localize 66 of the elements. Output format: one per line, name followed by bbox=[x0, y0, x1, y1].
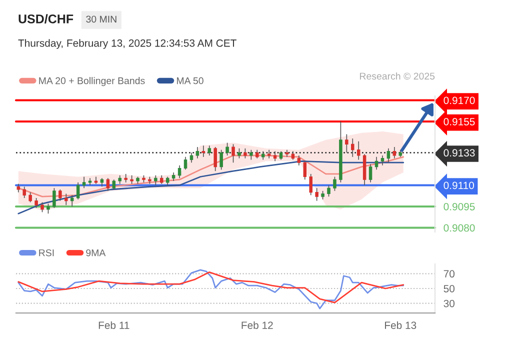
candlestick bbox=[226, 142, 229, 156]
candlestick bbox=[184, 156, 188, 170]
y-tick-label: 0.9110 bbox=[444, 182, 474, 190]
candlestick bbox=[238, 148, 241, 159]
candlestick bbox=[64, 193, 68, 206]
candlestick bbox=[374, 156, 378, 170]
legend-label: MA 50 bbox=[177, 77, 204, 84]
text: Research © 2025 bbox=[360, 72, 435, 80]
candlestick bbox=[40, 202, 44, 213]
text: 30 MIN bbox=[86, 16, 116, 23]
line-series bbox=[18, 269, 404, 310]
legend-label: MA 20 + Bollinger Bands bbox=[39, 77, 145, 86]
candlestick bbox=[356, 140, 360, 160]
candlestick bbox=[380, 155, 384, 166]
candlestick bbox=[392, 146, 396, 159]
legend-label: 9MA bbox=[86, 249, 106, 256]
y-tick-label: 0.9095 bbox=[444, 203, 475, 210]
candlestick bbox=[154, 174, 158, 186]
candlestick bbox=[297, 155, 301, 166]
candlestick bbox=[327, 184, 330, 198]
candlestick bbox=[196, 146, 200, 159]
candlestick bbox=[190, 152, 194, 164]
candlestick bbox=[28, 192, 32, 203]
chart-subtitle: Thursday, February 13, 2025 12:34:53 AM CET bbox=[18, 39, 236, 49]
chart-title: USD/CHF bbox=[18, 14, 74, 24]
candlestick bbox=[333, 176, 336, 192]
candlestick bbox=[232, 144, 235, 164]
candlestick bbox=[34, 198, 38, 208]
candlestick bbox=[244, 148, 247, 159]
candlestick bbox=[106, 178, 110, 192]
candlestick bbox=[267, 149, 271, 159]
candlestick bbox=[315, 188, 318, 202]
candlestick bbox=[88, 178, 92, 186]
line-series bbox=[18, 271, 404, 304]
candlestick bbox=[70, 194, 74, 207]
candlestick bbox=[112, 179, 116, 190]
y-tick-label: 70 bbox=[444, 270, 455, 278]
candlestick bbox=[58, 189, 62, 202]
y-tick-label: 30 bbox=[444, 300, 455, 308]
candlestick bbox=[368, 164, 372, 183]
candlestick bbox=[22, 186, 26, 198]
candlestick bbox=[214, 146, 217, 172]
x-tick-label: Feb 12 bbox=[242, 321, 273, 329]
candlestick bbox=[386, 148, 390, 164]
candlestick bbox=[46, 203, 50, 214]
candlestick bbox=[345, 134, 348, 154]
candlestick bbox=[52, 188, 56, 208]
x-tick-label: Feb 13 bbox=[385, 321, 416, 329]
candlestick bbox=[208, 145, 212, 156]
candlestick bbox=[220, 149, 223, 170]
y-tick-label: 50 bbox=[444, 285, 455, 292]
x-tick-label: Feb 11 bbox=[98, 321, 130, 329]
y-tick-label: 0.9155 bbox=[444, 118, 475, 126]
candlestick bbox=[76, 182, 80, 200]
candlestick bbox=[202, 145, 206, 158]
candlestick bbox=[250, 149, 253, 160]
candlestick bbox=[351, 138, 354, 158]
candlestick bbox=[273, 150, 277, 162]
candlestick bbox=[309, 173, 312, 196]
y-tick-label: 0.9080 bbox=[444, 224, 475, 232]
y-tick-label: 0.9170 bbox=[444, 96, 475, 104]
candlestick bbox=[178, 164, 182, 179]
candlestick bbox=[303, 160, 307, 180]
y-tick-label: 0.9133 bbox=[444, 149, 475, 157]
candlestick bbox=[82, 176, 86, 189]
legend-label: RSI bbox=[39, 249, 54, 256]
